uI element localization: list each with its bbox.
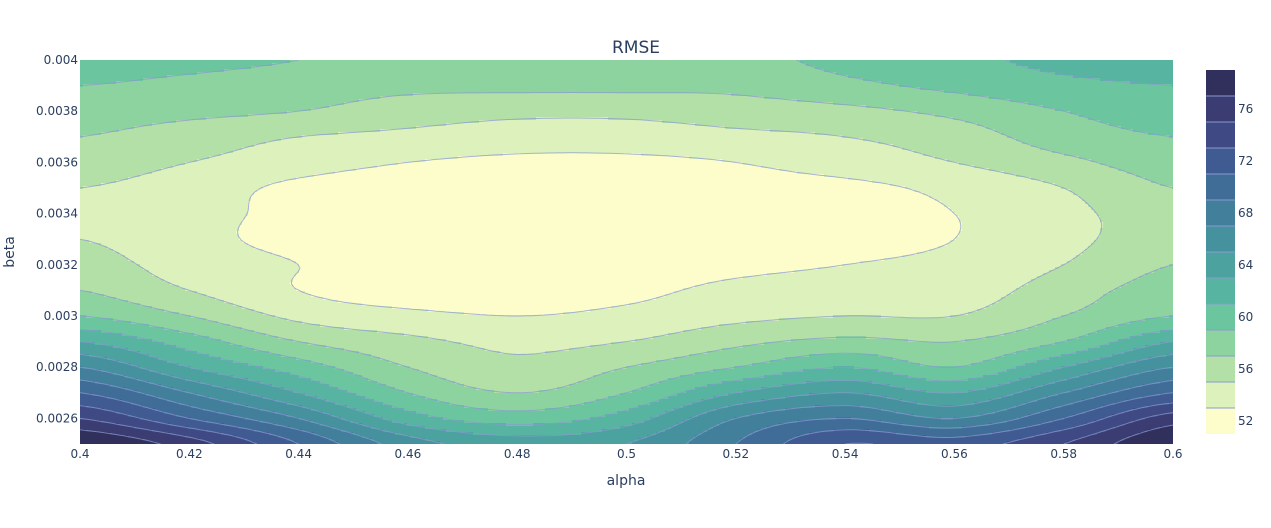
x-tick-label: 0.46 xyxy=(395,447,422,461)
colorbar-tick-label: 52 xyxy=(1238,414,1253,428)
x-tick-label: 0.54 xyxy=(832,447,859,461)
x-axis-ticks: 0.4 0.42 0.44 0.46 0.48 0.5 0.52 0.54 0.56 0.58 0.… xyxy=(70,447,1182,461)
colorbar-segment xyxy=(1206,148,1235,174)
x-tick-label: 0.42 xyxy=(176,447,203,461)
y-tick-label: 0.0032 xyxy=(36,258,78,272)
x-tick-label: 0.48 xyxy=(504,447,531,461)
y-tick-label: 0.004 xyxy=(44,53,78,67)
y-tick-label: 0.0026 xyxy=(36,411,78,425)
colorbar-segment xyxy=(1206,200,1235,226)
x-tick-label: 0.58 xyxy=(1050,447,1077,461)
colorbar-segment xyxy=(1206,70,1235,96)
y-axis-title: beta xyxy=(2,236,18,268)
x-tick-label: 0.5 xyxy=(617,447,636,461)
colorbar-segment xyxy=(1206,408,1235,434)
colorbar-segment xyxy=(1206,122,1235,148)
colorbar xyxy=(1206,70,1235,434)
colorbar-segment xyxy=(1206,278,1235,304)
chart-title: RMSE xyxy=(612,38,660,58)
y-axis-ticks: 0.0026 0.0028 0.003 0.0032 0.0034 0.0036 0.003… xyxy=(36,53,78,425)
colorbar-segment xyxy=(1206,252,1235,278)
colorbar-segment xyxy=(1206,304,1235,330)
x-tick-label: 0.4 xyxy=(70,447,89,461)
colorbar-tick-label: 56 xyxy=(1238,362,1253,376)
x-tick-label: 0.44 xyxy=(285,447,312,461)
colorbar-tick-label: 72 xyxy=(1238,154,1253,168)
x-axis-title: alpha xyxy=(607,473,646,489)
x-tick-label: 0.6 xyxy=(1163,447,1182,461)
contour-plot-area[interactable] xyxy=(80,60,1176,445)
x-tick-label: 0.52 xyxy=(722,447,749,461)
y-tick-label: 0.003 xyxy=(44,309,78,323)
x-tick-label: 0.56 xyxy=(941,447,968,461)
colorbar-segment xyxy=(1206,174,1235,200)
colorbar-tick-label: 60 xyxy=(1238,310,1253,324)
y-tick-label: 0.0038 xyxy=(36,104,78,118)
colorbar-segment xyxy=(1206,330,1235,356)
colorbar-ticks: 52 56 60 64 68 72 76 xyxy=(1238,102,1253,428)
colorbar-segment xyxy=(1206,356,1235,382)
colorbar-segment xyxy=(1206,226,1235,252)
colorbar-tick-label: 64 xyxy=(1238,258,1253,272)
colorbar-tick-label: 76 xyxy=(1238,102,1253,116)
y-tick-label: 0.0036 xyxy=(36,155,78,169)
y-tick-label: 0.0028 xyxy=(36,360,78,374)
colorbar-tick-label: 68 xyxy=(1238,206,1253,220)
colorbar-segment xyxy=(1206,96,1235,122)
y-tick-label: 0.0034 xyxy=(36,207,78,221)
colorbar-segment xyxy=(1206,382,1235,408)
